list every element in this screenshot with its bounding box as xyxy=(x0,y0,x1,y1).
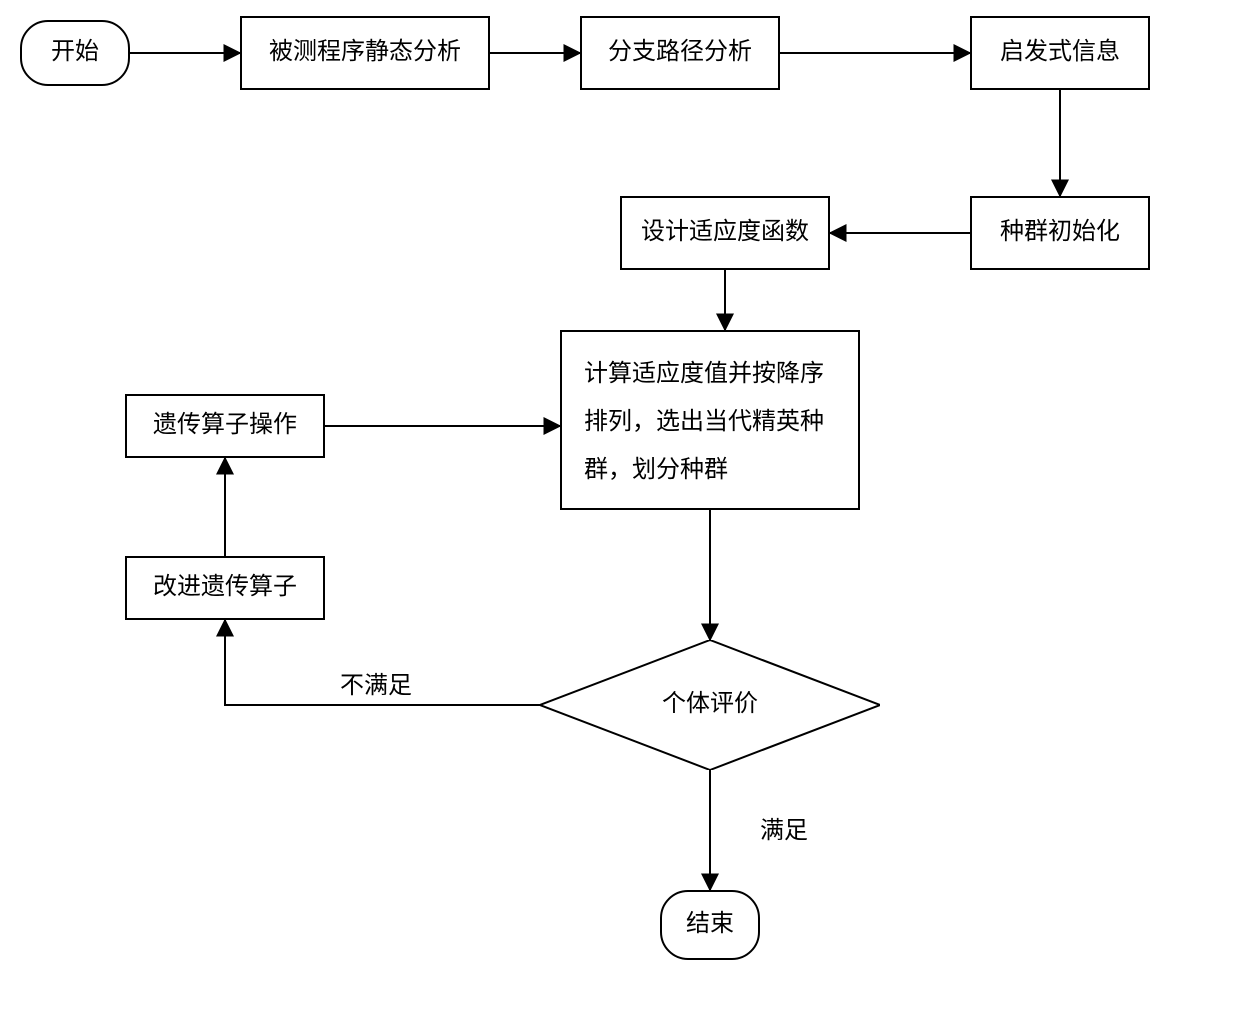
end-label: 结束 xyxy=(686,903,734,946)
ga-operator-node: 遗传算子操作 xyxy=(125,394,325,458)
edges-layer xyxy=(0,0,1240,1022)
edge-label-satisfy: 满足 xyxy=(760,810,808,845)
branch-path-node: 分支路径分析 xyxy=(580,16,780,90)
start-node: 开始 xyxy=(20,20,130,86)
branch-path-label: 分支路径分析 xyxy=(608,31,752,74)
start-label: 开始 xyxy=(51,31,99,74)
init-population-label: 种群初始化 xyxy=(1000,211,1120,254)
end-node: 结束 xyxy=(660,890,760,960)
init-population-node: 种群初始化 xyxy=(970,196,1150,270)
edge-label-not-satisfy: 不满足 xyxy=(340,665,412,700)
evaluate-label: 个体评价 xyxy=(662,683,758,726)
static-analysis-node: 被测程序静态分析 xyxy=(240,16,490,90)
calc-fitness-label: 计算适应度值并按降序排列，选出当代精英种群，划分种群 xyxy=(584,350,836,494)
improve-ga-label: 改进遗传算子 xyxy=(153,566,297,609)
evaluate-node: 个体评价 xyxy=(540,640,880,770)
fitness-function-node: 设计适应度函数 xyxy=(620,196,830,270)
static-analysis-label: 被测程序静态分析 xyxy=(269,31,461,74)
heuristic-node: 启发式信息 xyxy=(970,16,1150,90)
fitness-function-label: 设计适应度函数 xyxy=(641,211,809,254)
heuristic-label: 启发式信息 xyxy=(1000,31,1120,74)
ga-operator-label: 遗传算子操作 xyxy=(153,404,297,447)
improve-ga-node: 改进遗传算子 xyxy=(125,556,325,620)
calc-fitness-node: 计算适应度值并按降序排列，选出当代精英种群，划分种群 xyxy=(560,330,860,510)
